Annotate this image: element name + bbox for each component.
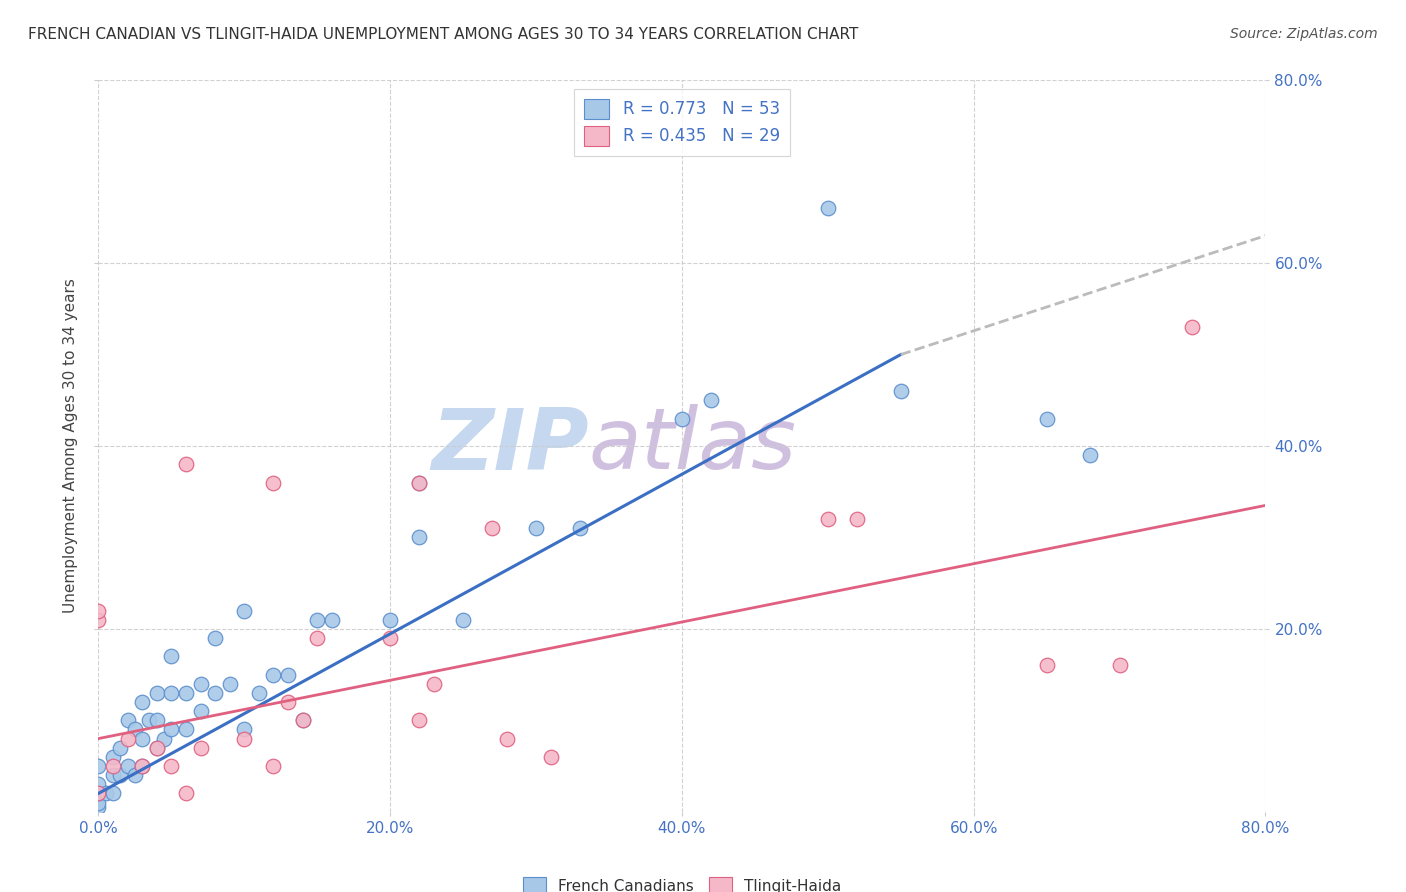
Point	[131, 759, 153, 773]
Point	[307, 613, 329, 627]
Point	[233, 731, 256, 746]
Point	[321, 613, 343, 627]
Point	[408, 475, 430, 490]
Point	[423, 676, 446, 690]
Point	[174, 458, 197, 472]
Point	[845, 512, 868, 526]
Point	[87, 613, 110, 627]
Point	[131, 695, 153, 709]
Point	[817, 202, 839, 216]
Point	[408, 714, 430, 728]
Point	[146, 740, 169, 755]
Point	[101, 759, 124, 773]
Point	[87, 787, 110, 801]
Point	[94, 787, 117, 801]
Point	[481, 521, 503, 535]
Point	[291, 714, 314, 728]
Point	[160, 686, 183, 700]
Point	[277, 667, 299, 681]
Point	[160, 723, 183, 737]
Point	[218, 676, 240, 690]
Point	[174, 686, 197, 700]
Point	[204, 631, 226, 645]
Point	[262, 759, 284, 773]
Point	[233, 603, 256, 617]
Point	[101, 768, 124, 782]
Point	[87, 759, 110, 773]
Point	[890, 384, 912, 399]
Point	[190, 740, 212, 755]
Point	[117, 714, 139, 728]
Point	[568, 521, 591, 535]
Point	[378, 613, 402, 627]
Point	[153, 731, 176, 746]
Text: atlas: atlas	[589, 404, 797, 488]
Point	[671, 411, 693, 425]
Point	[262, 667, 284, 681]
Point	[131, 731, 153, 746]
Point	[1035, 411, 1057, 425]
Point	[1181, 320, 1204, 334]
Point	[190, 676, 212, 690]
Point	[146, 686, 169, 700]
Point	[277, 695, 299, 709]
Point	[87, 800, 110, 814]
Point	[146, 740, 169, 755]
Point	[174, 787, 197, 801]
Point	[87, 603, 110, 617]
Point	[87, 796, 110, 810]
Point	[378, 631, 402, 645]
Point	[101, 749, 124, 764]
Point	[451, 613, 474, 627]
Point	[700, 393, 723, 408]
Point	[204, 686, 226, 700]
Point	[124, 723, 146, 737]
Point	[408, 475, 430, 490]
Point	[160, 649, 183, 664]
Point	[190, 704, 212, 718]
Point	[408, 530, 430, 544]
Text: ZIP: ZIP	[430, 404, 589, 488]
Point	[291, 714, 314, 728]
Point	[110, 740, 132, 755]
Point	[117, 759, 139, 773]
Point	[117, 731, 139, 746]
Point	[1108, 658, 1130, 673]
Point	[540, 749, 562, 764]
Legend: French Canadians, Tlingit-Haida: French Canadians, Tlingit-Haida	[516, 871, 848, 892]
Point	[174, 723, 197, 737]
Point	[101, 787, 124, 801]
Point	[495, 731, 517, 746]
Point	[233, 723, 256, 737]
Point	[110, 768, 132, 782]
Point	[817, 512, 839, 526]
Point	[247, 686, 270, 700]
Y-axis label: Unemployment Among Ages 30 to 34 years: Unemployment Among Ages 30 to 34 years	[63, 278, 79, 614]
Point	[262, 475, 284, 490]
Point	[87, 777, 110, 791]
Point	[87, 787, 110, 801]
Point	[160, 759, 183, 773]
Point	[131, 759, 153, 773]
Point	[524, 521, 547, 535]
Point	[146, 714, 169, 728]
Point	[124, 768, 146, 782]
Point	[138, 714, 160, 728]
Point	[1080, 448, 1102, 462]
Text: FRENCH CANADIAN VS TLINGIT-HAIDA UNEMPLOYMENT AMONG AGES 30 TO 34 YEARS CORRELAT: FRENCH CANADIAN VS TLINGIT-HAIDA UNEMPLO…	[28, 27, 859, 42]
Text: Source: ZipAtlas.com: Source: ZipAtlas.com	[1230, 27, 1378, 41]
Point	[1035, 658, 1057, 673]
Point	[307, 631, 329, 645]
